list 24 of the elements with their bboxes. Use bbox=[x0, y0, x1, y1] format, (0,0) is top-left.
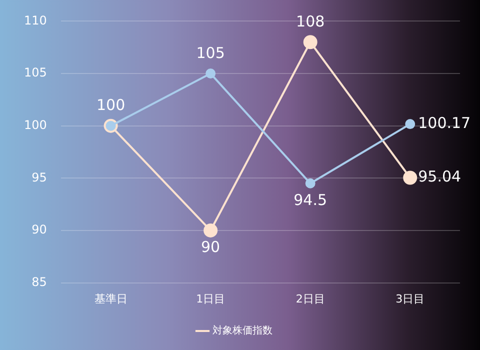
y-tick-label: 85 bbox=[32, 274, 47, 289]
x-tick-label: 2日目 bbox=[296, 292, 325, 306]
data-label: 108 bbox=[296, 12, 325, 31]
y-tick-label: 95 bbox=[32, 170, 47, 184]
data-label: 100.17 bbox=[418, 114, 471, 132]
point bbox=[303, 35, 318, 50]
data-label: 90 bbox=[201, 238, 220, 256]
data-label: 95.04 bbox=[418, 168, 462, 186]
data-label: 100 bbox=[96, 96, 126, 114]
point bbox=[405, 119, 416, 130]
y-tick-label: 105 bbox=[24, 66, 47, 80]
y-tick-label: 110 bbox=[24, 13, 47, 28]
point bbox=[206, 68, 216, 79]
point bbox=[204, 223, 218, 238]
data-label: 94.5 bbox=[294, 190, 328, 209]
data-label: 105 bbox=[196, 44, 225, 62]
point bbox=[403, 170, 418, 185]
point bbox=[305, 178, 316, 188]
x-tick-label: 3日目 bbox=[396, 292, 425, 306]
y-tick-label: 100 bbox=[24, 118, 47, 132]
x-tick-label: 1日目 bbox=[196, 292, 226, 306]
y-tick-label: 90 bbox=[32, 222, 47, 237]
x-tick-label: 基準日 bbox=[94, 292, 128, 306]
legend-label: 対象株価指数 bbox=[212, 324, 272, 337]
